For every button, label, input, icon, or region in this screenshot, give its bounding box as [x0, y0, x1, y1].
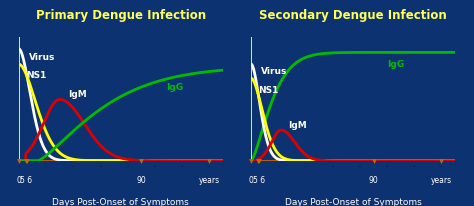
Text: Virus: Virus — [261, 67, 287, 76]
Text: IgM: IgM — [288, 121, 307, 130]
Text: years: years — [431, 176, 452, 185]
Text: Days Post-Onset of Symptoms: Days Post-Onset of Symptoms — [285, 198, 421, 206]
Text: 0: 0 — [17, 176, 21, 185]
Text: 90: 90 — [137, 176, 146, 185]
Text: Primary Dengue Infection: Primary Dengue Infection — [36, 9, 206, 22]
Text: 5 6: 5 6 — [20, 176, 33, 185]
Text: Virus: Virus — [28, 53, 55, 62]
Text: Secondary Dengue Infection: Secondary Dengue Infection — [259, 9, 447, 22]
Text: NS1: NS1 — [26, 71, 46, 80]
Text: 0: 0 — [249, 176, 254, 185]
Text: IgG: IgG — [166, 83, 183, 92]
Text: years: years — [199, 176, 220, 185]
Text: NS1: NS1 — [258, 85, 278, 95]
Text: 5 6: 5 6 — [253, 176, 265, 185]
Text: 90: 90 — [369, 176, 378, 185]
Text: Days Post-Onset of Symptoms: Days Post-Onset of Symptoms — [53, 198, 189, 206]
Text: IgM: IgM — [68, 90, 87, 99]
Text: IgG: IgG — [387, 60, 404, 69]
